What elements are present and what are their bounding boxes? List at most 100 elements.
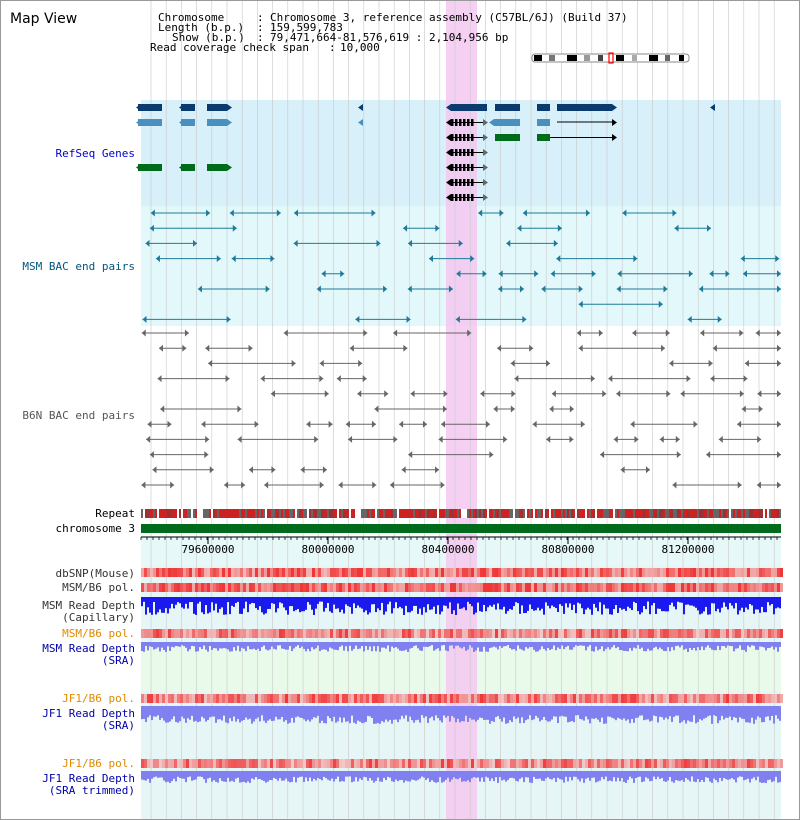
read-depth-bar — [385, 706, 387, 720]
read-depth-bar — [627, 642, 629, 652]
read-depth-bar — [775, 642, 777, 648]
read-depth-bar — [441, 706, 443, 723]
read-depth-bar — [705, 706, 707, 718]
read-depth-bar — [605, 597, 607, 609]
read-depth-bar — [509, 642, 511, 649]
read-depth-bar — [623, 771, 625, 782]
read-depth-bar — [289, 706, 291, 723]
polymorphism-cell — [180, 583, 183, 592]
read-depth-bar — [609, 771, 611, 781]
repeat-mark — [643, 509, 645, 518]
polymorphism-cell — [477, 583, 480, 592]
repeat-mark — [349, 509, 351, 518]
repeat-mark — [543, 509, 545, 518]
polymorphism-cell — [150, 568, 153, 577]
polymorphism-cell — [750, 694, 753, 703]
gene-arrow — [136, 104, 141, 111]
polymorphism-cell — [270, 568, 273, 577]
read-depth-bar — [179, 771, 181, 778]
polymorphism-cell — [408, 694, 411, 703]
read-depth-bar — [215, 771, 217, 782]
polymorphism-cell — [171, 568, 174, 577]
track-label-b6n-bac[interactable]: B6N BAC end pairs — [22, 409, 135, 422]
msm-bac-pair-end — [517, 224, 522, 232]
read-depth-bar — [509, 597, 511, 609]
read-depth-bar — [773, 597, 775, 615]
track-label-refseq[interactable]: RefSeq Genes — [55, 147, 135, 160]
read-depth-bar — [639, 642, 641, 649]
polymorphism-cell — [660, 759, 663, 768]
polymorphism-cell — [378, 583, 381, 592]
read-depth-bar — [231, 771, 233, 781]
polymorphism-cell — [666, 568, 669, 577]
repeat-mark — [203, 509, 205, 518]
read-depth-bar — [409, 771, 411, 782]
read-depth-bar — [257, 597, 259, 610]
polymorphism-cell — [282, 694, 285, 703]
polymorphism-cell — [597, 629, 600, 638]
polymorphism-cell — [714, 759, 717, 768]
polymorphism-cell — [624, 694, 627, 703]
polymorphism-cell — [639, 629, 642, 638]
polymorphism-cell — [735, 629, 738, 638]
polymorphism-cell — [525, 759, 528, 768]
b6n-bac-pair-end — [393, 435, 398, 443]
read-depth-bar — [301, 771, 303, 777]
repeat-mark — [469, 509, 471, 518]
read-depth-bar — [439, 642, 441, 651]
polymorphism-cell — [258, 759, 261, 768]
read-depth-bar — [311, 642, 313, 648]
read-depth-bar — [383, 597, 385, 615]
read-depth-bar — [455, 597, 457, 615]
read-depth-bar — [231, 706, 233, 722]
read-depth-bar — [259, 706, 261, 722]
read-depth-bar — [299, 642, 301, 649]
polymorphism-cell — [393, 694, 396, 703]
polymorphism-cell — [762, 759, 765, 768]
read-depth-bar — [661, 706, 663, 718]
polymorphism-cell — [321, 694, 324, 703]
track-label-msm-bac[interactable]: MSM BAC end pairs — [22, 260, 135, 273]
polymorphism-cell — [624, 629, 627, 638]
read-depth-bar — [553, 597, 555, 607]
read-depth-bar — [561, 597, 563, 606]
read-depth-bar — [747, 706, 749, 723]
msm-bac-pair-end — [142, 315, 147, 323]
info-coverage-value: 10,000 — [340, 41, 380, 54]
read-depth-bar — [541, 597, 543, 609]
read-depth-bar — [547, 597, 549, 606]
read-depth-bar — [479, 642, 481, 652]
repeat-mark — [417, 509, 419, 518]
read-depth-bar — [753, 706, 755, 724]
read-depth-bar — [531, 771, 533, 783]
polymorphism-cell — [429, 629, 432, 638]
read-depth-bar — [263, 597, 265, 615]
repeat-mark — [631, 509, 633, 518]
repeat-mark — [297, 509, 299, 518]
repeat-mark — [759, 509, 761, 518]
read-depth-bar — [353, 642, 355, 649]
polymorphism-cell — [174, 694, 177, 703]
read-depth-bar — [419, 706, 421, 723]
b6n-bac-pair-end — [306, 420, 311, 428]
polymorphism-cell — [573, 568, 576, 577]
polymorphism-cell — [297, 583, 300, 592]
read-depth-bar — [141, 771, 143, 780]
read-depth-bar — [331, 597, 333, 613]
read-depth-bar — [373, 642, 375, 647]
polymorphism-cell — [654, 694, 657, 703]
repeat-mark — [237, 509, 239, 518]
read-depth-bar — [661, 771, 663, 778]
repeat-mark — [187, 509, 189, 518]
polymorphism-cell — [612, 694, 615, 703]
repeat-mark — [293, 509, 295, 518]
read-depth-bar — [615, 771, 617, 782]
polymorphism-cell — [456, 694, 459, 703]
read-depth-bar — [501, 706, 503, 722]
read-depth-bar — [397, 706, 399, 723]
gene-arrow — [710, 104, 715, 111]
repeat-mark — [253, 509, 255, 518]
read-depth-bar — [243, 642, 245, 649]
read-depth-bar — [153, 771, 155, 778]
